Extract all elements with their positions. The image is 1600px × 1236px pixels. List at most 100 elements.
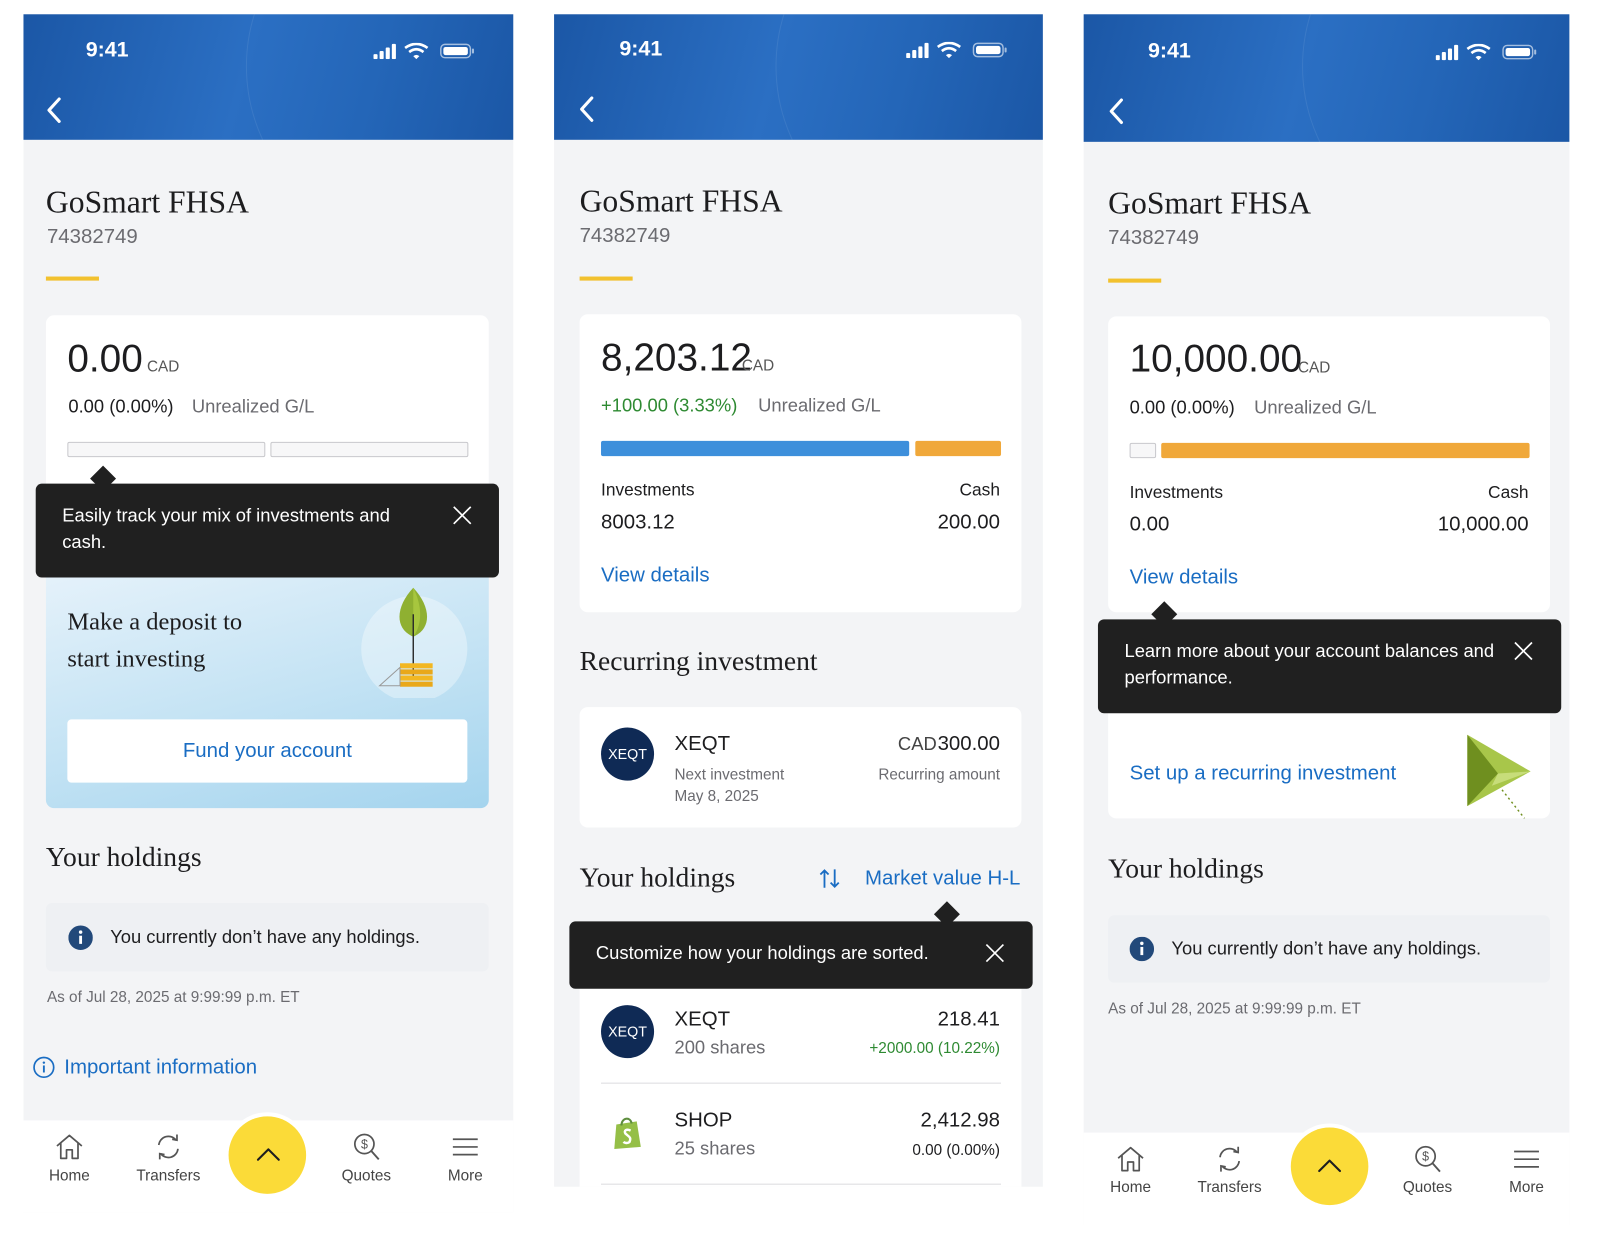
gain-loss-label: Unrealized G/L <box>1254 397 1377 418</box>
tab-label[interactable]: Transfers <box>136 1167 201 1185</box>
allocation-label: Cash <box>959 480 1000 500</box>
header <box>554 14 1043 140</box>
fund-button-label[interactable]: Fund your account <box>182 739 352 763</box>
tab-label[interactable]: Home <box>48 1167 90 1185</box>
tooltip-text: Learn more about your account balances a… <box>1124 640 1495 688</box>
divider <box>601 1082 1002 1084</box>
holding-change: 0.00 (0.00%) <box>912 1141 1000 1160</box>
action-button[interactable] <box>228 1116 307 1194</box>
info-outline-icon <box>33 1056 55 1078</box>
allocation-label: Investments <box>1129 482 1224 502</box>
holding-shares: 25 shares <box>674 1137 756 1159</box>
tab-icon-transfers[interactable] <box>1214 1144 1245 1175</box>
tab-label[interactable]: More <box>1509 1178 1544 1196</box>
gain-loss: +100.00 (3.33%) <box>601 395 738 416</box>
allocation-label: Investments <box>601 480 695 500</box>
allocation-value: 200.00 <box>937 511 1000 534</box>
tooltip-close[interactable] <box>985 943 1005 963</box>
fund-button[interactable] <box>67 719 468 783</box>
gain-loss-label: Unrealized G/L <box>191 396 315 417</box>
recurring-card <box>579 707 1022 828</box>
back-button[interactable] <box>46 97 62 124</box>
status-time: 9:41 <box>85 38 129 62</box>
as-of: As of Jul 28, 2025 at 9:99:99 p.m. ET <box>1108 999 1361 1018</box>
action-chevron[interactable] <box>1316 1157 1343 1174</box>
balance: 8,203.12 <box>601 336 752 380</box>
status-icons <box>373 43 475 59</box>
tab-label[interactable]: Home <box>1110 1178 1152 1196</box>
action-chevron[interactable] <box>255 1146 282 1163</box>
sort-icon[interactable] <box>818 867 840 889</box>
investments-bar-empty <box>1129 442 1157 459</box>
tab-icon-quotes[interactable] <box>351 1132 382 1163</box>
allocation-value: 0.00 <box>1129 513 1170 536</box>
tab-label[interactable]: Quotes <box>1402 1178 1453 1196</box>
recurring-currency: CAD <box>897 733 937 755</box>
empty-holdings-box <box>1108 915 1550 983</box>
divider <box>601 1183 1002 1185</box>
sort-link[interactable]: Market value H-L <box>865 867 1021 890</box>
tooltip-close[interactable] <box>452 505 472 525</box>
gain-loss-label: Unrealized G/L <box>758 395 881 416</box>
gain-loss: 0.00 (0.00%) <box>68 396 174 417</box>
shop-logo <box>614 1117 641 1149</box>
recurring-title: Recurring investment <box>579 645 818 677</box>
account-number: 74382749 <box>46 225 138 248</box>
currency: CAD <box>741 357 775 375</box>
holding-value: 2,412.98 <box>920 1109 1000 1132</box>
important-info-link[interactable]: Important information <box>64 1056 258 1079</box>
allocation-bar-empty <box>270 441 469 458</box>
tab-icon-more[interactable] <box>1511 1144 1542 1175</box>
tab-icon-home[interactable] <box>54 1132 85 1163</box>
holdings-title: Your holdings <box>1108 852 1264 884</box>
empty-holdings-box <box>45 903 489 972</box>
tooltip-text: Easily track your mix of investments and… <box>62 505 390 553</box>
symbol-logo-text: XEQT <box>608 1023 647 1040</box>
tab-label[interactable]: Quotes <box>341 1167 392 1185</box>
tooltip-close[interactable] <box>1513 641 1533 661</box>
empty-holdings-text: You currently don’t have any holdings. <box>1171 937 1482 959</box>
tooltip <box>569 921 1033 989</box>
back-button[interactable] <box>579 96 595 123</box>
header <box>1083 14 1570 142</box>
allocation-value: 8003.12 <box>601 511 675 534</box>
currency: CAD <box>1297 359 1331 377</box>
accent-bar <box>1108 278 1162 283</box>
accent-bar <box>45 276 99 281</box>
tab-icon-transfers[interactable] <box>153 1132 184 1163</box>
as-of: As of Jul 28, 2025 at 9:99:99 p.m. ET <box>46 988 300 1007</box>
tooltip-text: Customize how your holdings are sorted. <box>595 942 929 964</box>
header <box>23 14 514 140</box>
view-details-link[interactable]: View details <box>601 564 710 587</box>
tab-label[interactable]: More <box>447 1167 483 1185</box>
action-button[interactable] <box>1290 1127 1369 1206</box>
holding-symbol: SHOP <box>674 1109 733 1132</box>
balance: 0.00 <box>67 337 143 381</box>
status-time: 9:41 <box>1147 39 1191 63</box>
recurring-cta-link[interactable]: Set up a recurring investment <box>1129 762 1397 785</box>
info-icon <box>68 926 92 950</box>
tab-icon-more[interactable] <box>450 1132 481 1163</box>
tab-icon-home[interactable] <box>1115 1144 1146 1175</box>
balance-card <box>579 314 1022 613</box>
tab-label[interactable]: Transfers <box>1197 1178 1262 1196</box>
recurring-amount: 300.00 <box>937 732 1000 756</box>
empty-holdings-text: You currently don’t have any holdings. <box>110 926 420 948</box>
back-button[interactable] <box>1108 98 1124 125</box>
balance-card <box>1108 316 1550 613</box>
deposit-prompt: Make a deposit to start investing <box>67 609 243 673</box>
tab-icon-quotes[interactable] <box>1412 1144 1443 1175</box>
account-title: GoSmart FHSA <box>579 183 783 219</box>
tooltip <box>1097 619 1562 714</box>
allocation-bar-empty <box>67 441 266 458</box>
holdings-title: Your holdings <box>45 841 202 873</box>
allocation-value: 10,000.00 <box>1437 513 1529 536</box>
plane-illustration <box>1467 734 1531 819</box>
holding-symbol: XEQT <box>674 1008 731 1031</box>
account-title: GoSmart FHSA <box>45 184 249 220</box>
view-details-link[interactable]: View details <box>1129 566 1239 589</box>
cash-bar <box>1161 442 1530 459</box>
info-icon <box>1130 937 1154 961</box>
